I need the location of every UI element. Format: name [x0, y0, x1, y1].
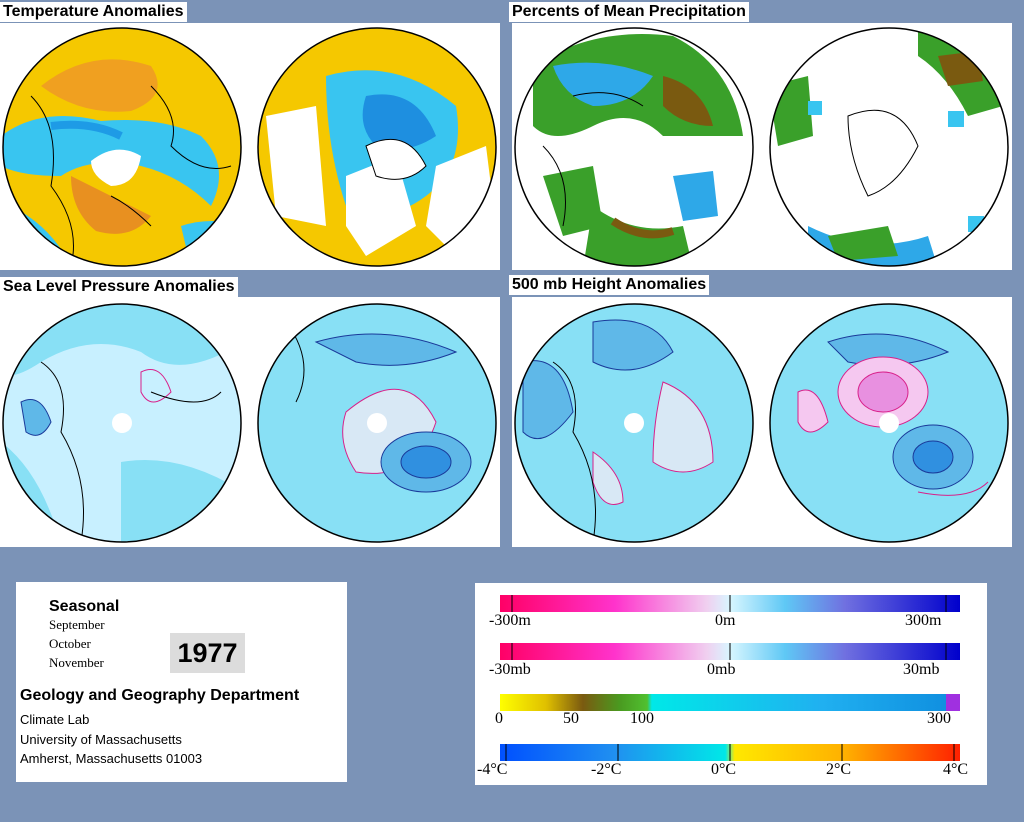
slp-title: Sea Level Pressure Anomalies [0, 277, 238, 297]
temperature-title: Temperature Anomalies [0, 2, 187, 22]
department-name: Geology and Geography Department [20, 687, 300, 704]
address-line-3: Amherst, Massachusetts 01003 [20, 751, 203, 766]
legend-box: -300m 0m 300m -30mb 0mb 30mb 0 50 100 30… [475, 583, 987, 785]
precip-colorbar [500, 694, 960, 711]
month-1: September [49, 617, 105, 632]
height500-north-globe [513, 302, 755, 544]
pressure-label-mid: 0mb [707, 661, 736, 678]
height-colorbar [500, 595, 960, 612]
temp-label-m4: -4°C [477, 761, 508, 778]
height-label-min: -300m [489, 612, 531, 629]
temp-label-0: 0°C [711, 761, 737, 778]
precipitation-north-globe [513, 26, 755, 268]
slp-south-globe [256, 302, 498, 544]
temperature-south-globe [256, 26, 498, 268]
pressure-label-min: -30mb [489, 661, 531, 678]
precip-label-100: 100 [630, 710, 654, 727]
precip-label-50: 50 [563, 710, 579, 727]
month-3: November [49, 655, 104, 670]
temperature-north-globe [1, 26, 243, 268]
height500-south-globe [768, 302, 1010, 544]
year-label: 1977 [170, 633, 245, 673]
height-label-max: 300m [905, 612, 942, 629]
address-line-1: Climate Lab [20, 712, 90, 727]
pressure-label-max: 30mb [903, 661, 940, 678]
precip-label-0: 0 [495, 710, 503, 727]
precip-label-300: 300 [927, 710, 951, 727]
temp-colorbar [500, 744, 960, 761]
season-label: Seasonal [49, 598, 120, 615]
slp-north-globe [1, 302, 243, 544]
height500-title: 500 mb Height Anomalies [509, 275, 710, 295]
temp-label-m2: -2°C [591, 761, 622, 778]
month-2: October [49, 636, 91, 651]
temp-label-2: 2°C [826, 761, 852, 778]
address-line-2: University of Massachusetts [20, 732, 182, 747]
pressure-colorbar [500, 643, 960, 660]
precipitation-south-globe [768, 26, 1010, 268]
temp-label-4: 4°C [943, 761, 969, 778]
info-box: Seasonal September October November 1977… [16, 582, 347, 782]
precipitation-title: Percents of Mean Precipitation [509, 2, 749, 22]
height-label-mid: 0m [715, 612, 736, 629]
